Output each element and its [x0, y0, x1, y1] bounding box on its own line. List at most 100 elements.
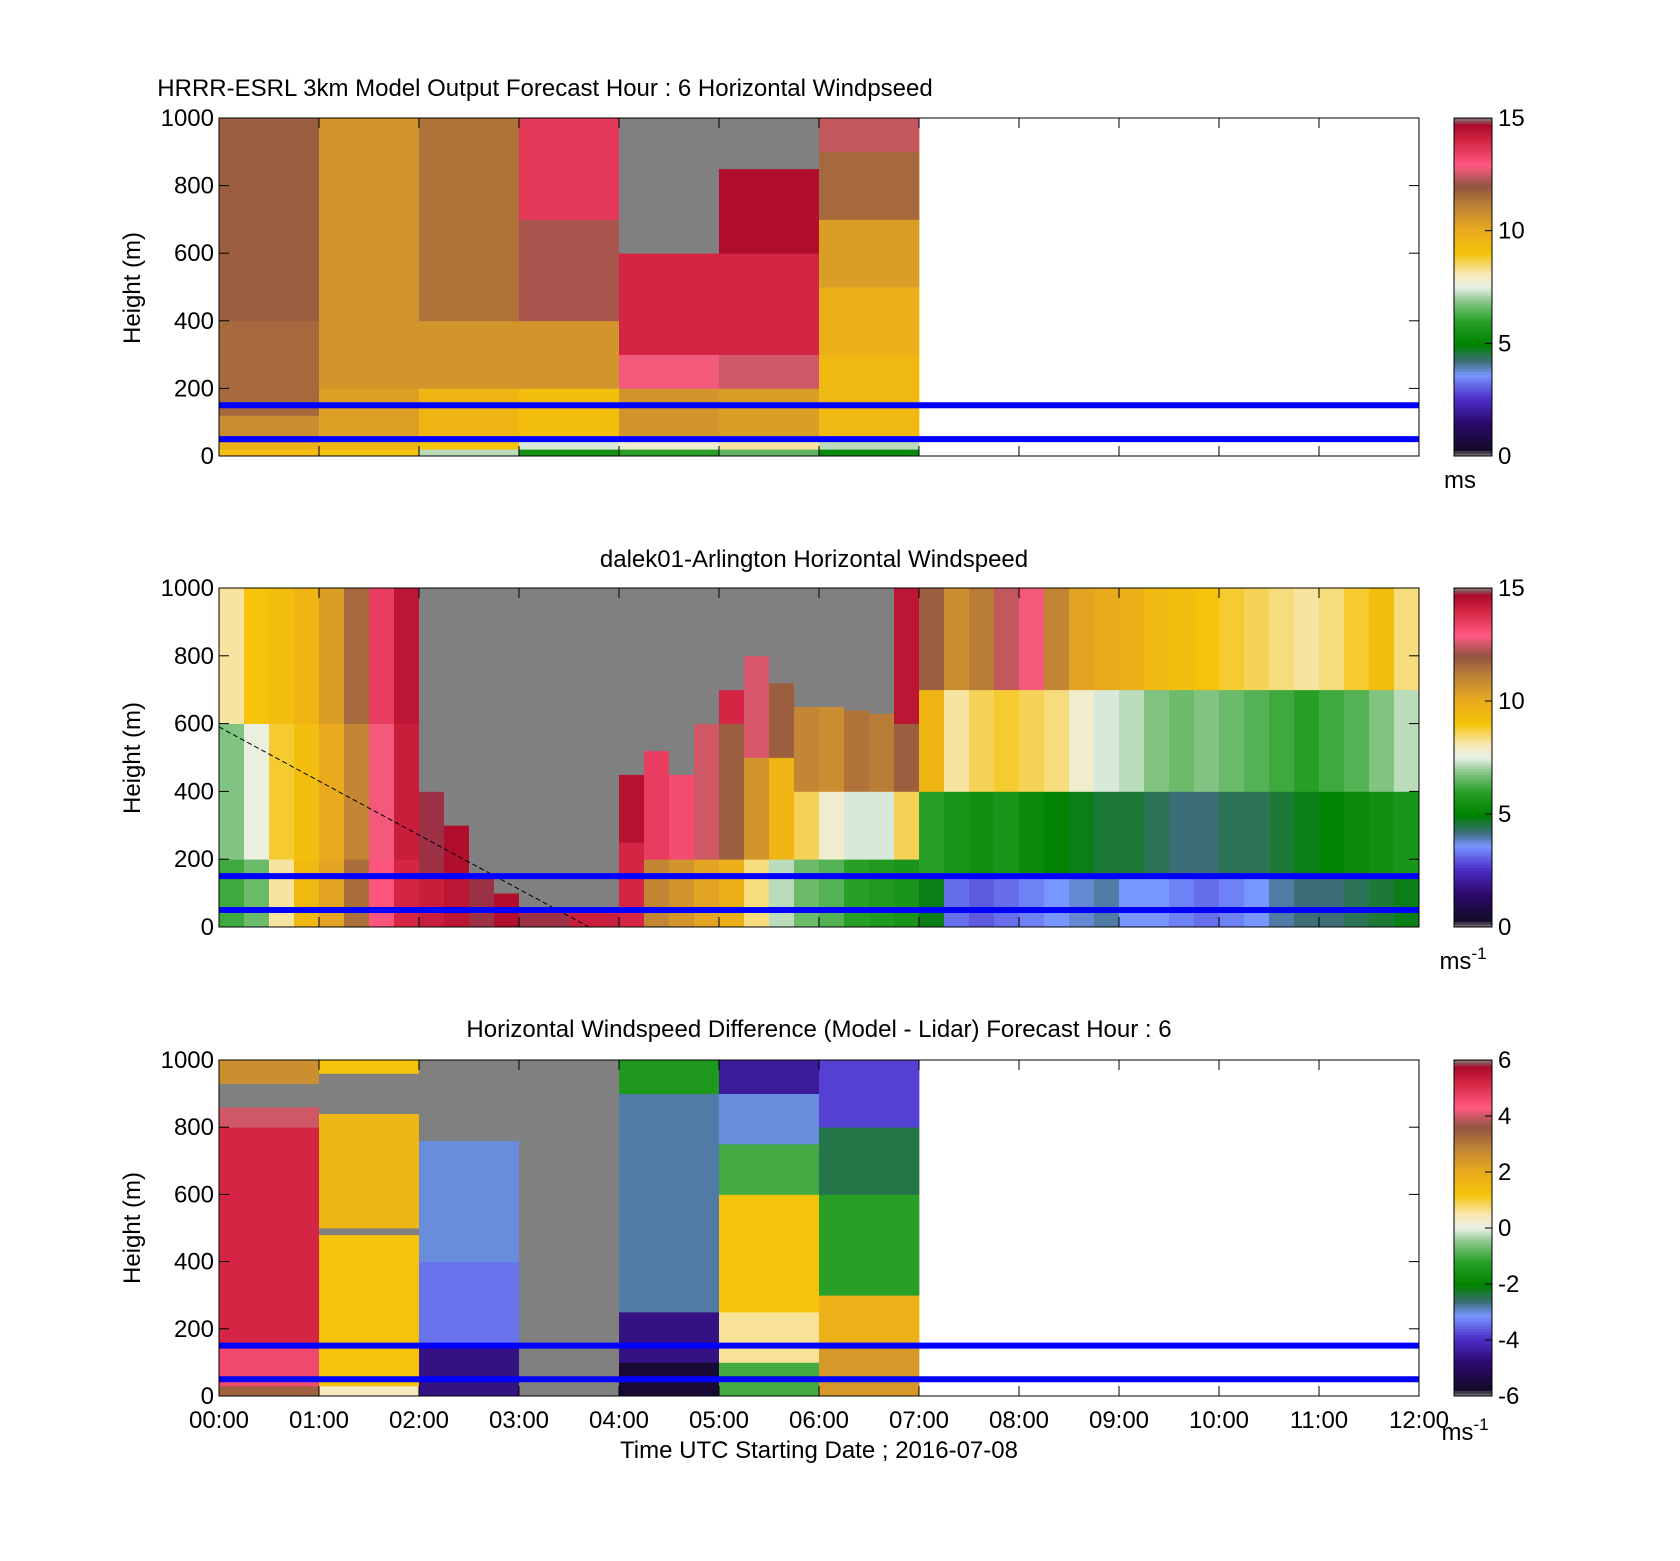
colorbar-segment	[1454, 349, 1492, 353]
heatmap-cell	[969, 876, 995, 928]
panel-difference-colorbar: -6 -4 -2 0 2 4 6	[1453, 1047, 1519, 1410]
colorbar-segment	[1454, 357, 1492, 361]
colorbar-segment	[1454, 814, 1492, 818]
colorbar-segment	[1454, 627, 1492, 631]
colorbar-segment	[1454, 743, 1492, 747]
heatmap-cell	[644, 588, 670, 752]
colorbar-segment	[1454, 306, 1492, 310]
colorbar-segment	[1454, 374, 1492, 378]
heatmap-cell	[969, 689, 995, 792]
heatmap-cell	[819, 706, 845, 792]
colorbar-segment	[1454, 287, 1492, 291]
x-tick-label: 09:00	[1089, 1407, 1149, 1434]
panel-model-title: HRRR-ESRL 3km Model Output Forecast Hour…	[157, 75, 932, 102]
colorbar-segment	[1454, 797, 1492, 801]
heatmap-cell	[419, 588, 445, 792]
colorbar-segment	[1454, 590, 1492, 595]
heatmap-cell	[819, 791, 845, 860]
heatmap-cell	[969, 588, 995, 691]
colorbar-segment	[1454, 881, 1492, 886]
colorbar-segment	[1454, 1261, 1492, 1265]
colorbar-segment	[1454, 1104, 1492, 1109]
y-tick-label: 800	[174, 173, 214, 200]
colorbar-segment	[1454, 895, 1492, 900]
colorbar-segment	[1454, 1326, 1492, 1330]
colorbar-segment	[1454, 853, 1492, 857]
colorbar-segment	[1454, 264, 1492, 268]
colorbar-segment	[1454, 272, 1492, 277]
colorbar-segment	[1454, 1348, 1492, 1352]
colorbar-segment	[1454, 1065, 1492, 1069]
heatmap-cell	[719, 253, 820, 355]
colorbar-segment	[1454, 1211, 1492, 1215]
colorbar-segment	[1454, 661, 1492, 665]
heatmap-cell	[819, 588, 845, 707]
colorbar-segment	[1454, 644, 1492, 648]
colorbar-segment	[1454, 205, 1492, 209]
colorbar-segment	[1454, 365, 1492, 370]
colorbar-segment	[1454, 695, 1492, 699]
heatmap-cell	[719, 388, 820, 437]
colorbar-segment	[1454, 667, 1492, 671]
colorbar-segment	[1454, 292, 1492, 296]
colorbar-segment	[1454, 1071, 1492, 1075]
heatmap-cell	[944, 588, 970, 691]
colorbar-segment	[1454, 737, 1492, 741]
heatmap-cell	[1019, 876, 1045, 928]
colorbar-segment	[1454, 194, 1492, 198]
heatmap-cell	[719, 118, 820, 170]
heatmap-cell	[819, 1194, 920, 1296]
heatmap-cell	[1094, 791, 1120, 877]
heatmap-cell	[819, 118, 920, 153]
colorbar-segment	[1454, 253, 1492, 257]
y-tick-label: 0	[201, 1383, 214, 1410]
heatmap-cell	[919, 689, 945, 792]
colorbar-segment	[1454, 887, 1492, 891]
colorbar-segment	[1454, 1309, 1492, 1313]
heatmap-cell	[1019, 791, 1045, 877]
x-tick-label: 01:00	[289, 1407, 349, 1434]
heatmap-cell	[1044, 689, 1070, 792]
heatmap-cell	[319, 588, 345, 724]
colorbar-segment	[1454, 318, 1492, 322]
colorbar-segment	[1454, 444, 1492, 448]
colorbar-segment	[1454, 453, 1492, 457]
colorbar-segment	[1454, 256, 1492, 260]
heatmap-cell	[419, 1261, 520, 1346]
colorbar-segment	[1454, 850, 1492, 854]
heatmap-cell	[219, 442, 320, 450]
heatmap-cell	[869, 713, 895, 792]
heatmap-cell	[719, 354, 820, 389]
colorbar-tick-label: 6	[1498, 1047, 1511, 1074]
heatmap-cell	[1069, 791, 1095, 877]
colorbar-segment	[1454, 802, 1492, 806]
colorbar-segment	[1454, 416, 1492, 420]
heatmap-cell	[819, 859, 845, 928]
colorbar-segment	[1454, 270, 1492, 274]
heatmap-cell	[1219, 689, 1245, 792]
heatmap-cell	[1144, 588, 1170, 691]
colorbar-segment	[1454, 901, 1492, 905]
colorbar-segment	[1454, 641, 1492, 645]
heatmap-cell	[744, 588, 770, 657]
heatmap-cell	[219, 1060, 320, 1084]
heatmap-cell	[719, 1060, 820, 1094]
heatmap-cell	[369, 723, 395, 860]
heatmap-cell	[619, 118, 720, 220]
colorbar-segment	[1454, 653, 1492, 657]
colorbar-segment	[1454, 1272, 1492, 1277]
heatmap-cell	[1369, 791, 1395, 877]
colorbar-segment	[1454, 1328, 1492, 1333]
colorbar-segment	[1454, 839, 1492, 843]
colorbar-segment	[1454, 1200, 1492, 1204]
y-tick-label: 400	[174, 308, 214, 335]
heatmap-cell	[819, 219, 920, 288]
y-tick-label: 600	[174, 711, 214, 738]
colorbar-segment	[1454, 1365, 1492, 1369]
colorbar-segment	[1454, 1205, 1492, 1209]
colorbar-segment	[1454, 1169, 1492, 1173]
colorbar-segment	[1454, 295, 1492, 299]
colorbar-segment	[1454, 876, 1492, 880]
heatmap-cell	[894, 588, 920, 724]
colorbar-segment	[1454, 754, 1492, 758]
